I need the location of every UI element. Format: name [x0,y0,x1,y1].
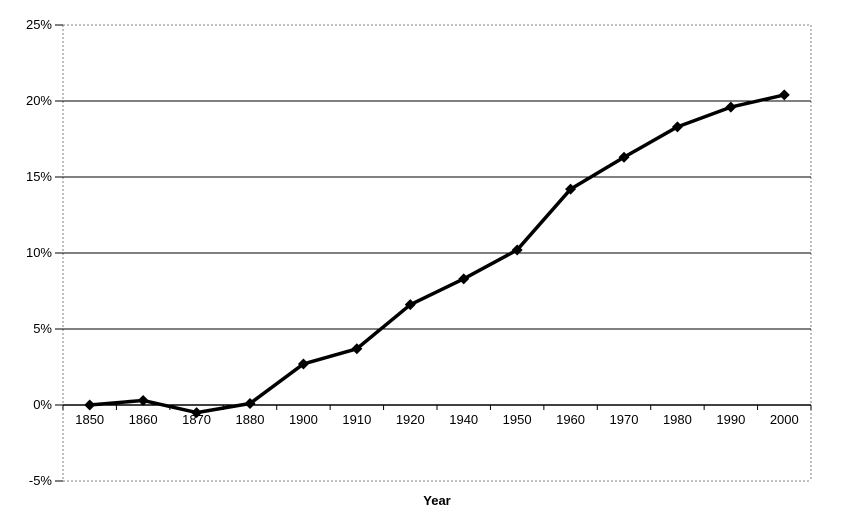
y-tick-label-10: 10% [25,245,52,260]
x-tick-label-1860: 1860 [128,412,158,427]
x-axis-title: Year [423,493,451,508]
data-point-marker [137,394,149,406]
y-tick-label-15: 15% [25,169,52,184]
x-tick-label-1850: 1850 [75,412,105,427]
data-point-marker [191,407,203,419]
x-tick-label-1920: 1920 [395,412,425,427]
x-tick-label-1990: 1990 [716,412,746,427]
data-point-marker [404,299,416,311]
x-tick-label-1950: 1950 [502,412,532,427]
data-point-marker [297,358,309,370]
data-point-marker [778,89,790,101]
x-tick-label-1910: 1910 [342,412,372,427]
x-tick-label-1960: 1960 [556,412,586,427]
data-line [89,93,785,415]
data-point-marker [511,244,523,256]
y-tick-label-25: 25% [25,17,52,32]
data-point-marker [84,399,96,411]
data-point-marker [458,273,470,285]
data-point-marker [244,397,256,409]
x-tick-label-1970: 1970 [609,412,639,427]
data-point-marker [565,183,577,195]
y-tick-label-20: 20% [25,93,52,108]
y-tick-label-0: 0% [33,397,52,412]
data-point-marker [725,101,737,113]
x-tick-label-1980: 1980 [662,412,692,427]
data-point-marker [671,121,683,133]
x-tick-label-2000: 2000 [769,412,799,427]
x-tick-label-1900: 1900 [288,412,318,427]
y-tick-label-neg5: -5% [28,473,52,488]
y-tick-label-5: 5% [33,321,52,336]
x-tick-label-1870: 1870 [182,412,212,427]
x-tick-label-1940: 1940 [449,412,479,427]
x-tick-label-1880: 1880 [235,412,265,427]
data-point-marker [618,151,630,163]
data-point-marker [351,343,363,355]
